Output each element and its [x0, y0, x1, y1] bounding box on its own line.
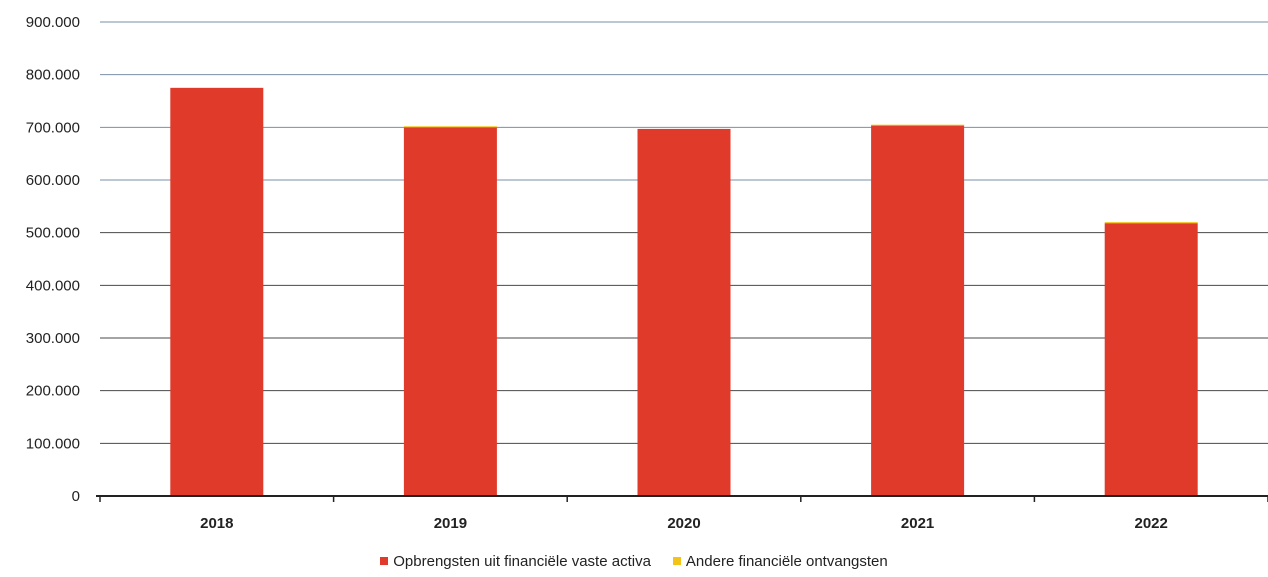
legend-swatch-opbrengsten — [380, 557, 389, 565]
y-axis-tick-labels: 0 100.000 200.000 300.000 400.000 500.000 600.… — [26, 14, 80, 505]
bar-2020-series-0 — [637, 128, 731, 496]
bar-2019-series-1 — [403, 126, 497, 128]
y-tick-label: 600.000 — [26, 172, 80, 189]
legend-label-andere: Andere financiële ontvangsten — [685, 552, 888, 570]
legend-item-andere: Andere financiële ontvangsten — [672, 552, 888, 570]
bar-2022-series-1 — [1104, 222, 1198, 224]
bar-2019-series-0 — [403, 127, 497, 496]
y-tick-label: 700.000 — [26, 119, 80, 136]
bar-2021-series-0 — [871, 125, 965, 496]
legend: Opbrengsten uit financiële vaste activa … — [0, 549, 1268, 573]
y-tick-label: 300.000 — [26, 330, 80, 347]
x-tick-label-2019: 2019 — [434, 515, 467, 532]
y-tick-label: 500.000 — [26, 225, 80, 242]
x-axis — [96, 495, 1268, 502]
bars — [170, 87, 1198, 497]
y-tick-label: 100.000 — [26, 435, 80, 452]
bar-2018-series-0 — [170, 87, 264, 496]
y-tick-label: 400.000 — [26, 277, 80, 294]
y-tick-label: 800.000 — [26, 67, 80, 84]
legend-label-opbrengsten: Opbrengsten uit financiële vaste activa — [393, 552, 651, 570]
y-tick-label: 200.000 — [26, 383, 80, 400]
bar-2021-series-1 — [871, 124, 965, 126]
legend-swatch-andere — [672, 557, 681, 565]
x-tick-label-2018: 2018 — [200, 515, 233, 532]
bar-2022-series-0 — [1104, 223, 1198, 497]
legend-item-opbrengsten: Opbrengsten uit financiële vaste activa — [380, 553, 651, 570]
x-tick-label-2022: 2022 — [1135, 515, 1168, 532]
y-tick-label: 0 — [72, 488, 80, 505]
x-axis-tick-labels: 2018 2019 2020 2021 2022 — [200, 515, 1168, 532]
x-tick-label-2021: 2021 — [901, 515, 934, 532]
y-tick-label: 900.000 — [26, 14, 80, 31]
x-tick-label-2020: 2020 — [667, 515, 700, 532]
